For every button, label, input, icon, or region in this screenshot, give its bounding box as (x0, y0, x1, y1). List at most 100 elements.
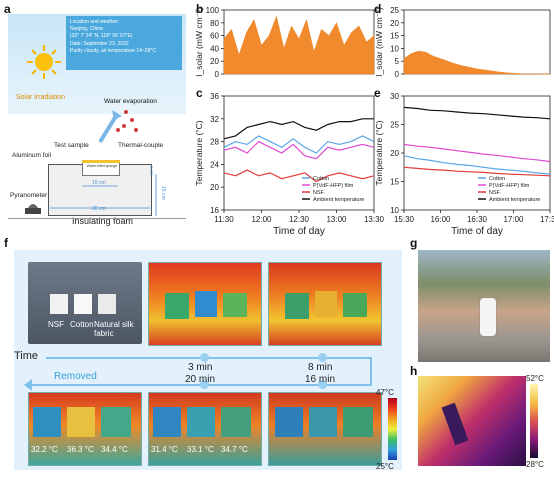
y-tick-label: 20 (210, 183, 219, 192)
thermal-blob (101, 407, 131, 437)
sponge-label: Water-filled sponge (86, 164, 118, 168)
panel-label-f: f (4, 236, 8, 250)
dimension-lines (50, 174, 157, 216)
temp-silk-2: 34.7 °C (221, 445, 248, 454)
x-axis-label: Time of day (273, 226, 325, 236)
dim-30cm: 30 cm (92, 206, 106, 212)
scale-f-max: 47°C (376, 388, 394, 397)
y-tick-label: 20 (390, 149, 399, 158)
time-axis-line (46, 357, 372, 359)
thermal-image-20min: 31.4 °C 33.1 °C 34.7 °C (148, 392, 262, 466)
thermal-blob (67, 407, 95, 437)
chart-d: 0 5 10 15 20 25 I_solar (mW cm⁻²) (374, 6, 551, 79)
dim-10cm: 10 cm (92, 180, 106, 186)
y-tick-label: 20 (210, 57, 219, 66)
panel-label-d: d (374, 2, 382, 16)
thermal-blob (315, 291, 337, 317)
y-tick-label: 100 (206, 6, 220, 15)
thermal-image-8min (268, 262, 382, 346)
wrist-thermal-sample (441, 402, 469, 446)
panel-a: Location and weather: Nanjing, China (32… (8, 14, 186, 232)
y-tick-label: 36 (210, 92, 219, 101)
legend-label: P(VdF-HFP) film (489, 183, 530, 189)
solar-irradiation-label: Solar irradiation (16, 94, 66, 101)
panel-label-a: a (4, 2, 11, 16)
series-line (403, 155, 551, 175)
water-evaporation-label: Water evaporation (104, 98, 157, 105)
legend-label: Ambient temperature (489, 197, 540, 203)
series-line (403, 166, 551, 177)
legend-label: NSF (313, 190, 325, 196)
y-tick-label: 10 (390, 44, 399, 53)
series-line (223, 135, 375, 154)
time-dot-1 (200, 353, 209, 362)
panel-label-g: g (410, 236, 418, 250)
info-line: (32° 7' 24" N, 118° 56' 57"E) (70, 33, 133, 40)
thermal-blob (221, 407, 251, 437)
test-sample-label: Test sample (54, 142, 89, 149)
y-tick-label: 15 (390, 178, 399, 187)
x-tick-label: 11:30 (214, 215, 234, 224)
y-tick-label: 20 (390, 19, 399, 28)
thermal-blob (343, 407, 373, 437)
y-tick-label: 15 (390, 32, 399, 41)
thermal-blob (343, 293, 367, 317)
y-tick-label: 80 (210, 19, 219, 28)
time-label: Time (14, 350, 39, 362)
thermal-blob (33, 407, 61, 437)
solar-irradiance-area (403, 50, 551, 75)
x-tick-label: 12:30 (289, 215, 310, 224)
temp-cotton-1: 36.3 °C (67, 445, 94, 454)
y-tick-label: 30 (390, 92, 399, 101)
wrist-thermal-image (418, 376, 526, 466)
time-3min: 3 min (188, 362, 213, 373)
time-dot-4 (318, 380, 327, 389)
color-scale-h (530, 384, 538, 458)
scale-f-min: 25°C (376, 462, 394, 471)
y-axis-label: Temperature (°C) (374, 120, 384, 185)
y-tick-label: 60 (210, 32, 219, 41)
time-dot-3 (200, 380, 209, 389)
chart-c: 16 20 24 28 32 36 Temperature (°C) 11:30 12:00 12… (194, 92, 385, 236)
x-tick-label: 12:00 (251, 215, 272, 224)
info-line: Nanjing, China (70, 26, 103, 33)
thermal-image-3min (148, 262, 262, 346)
cotton-sample (74, 294, 92, 314)
panel-label-b: b (196, 2, 204, 16)
nsf-photo-label: NSF (48, 320, 64, 329)
x-tick-label: 13:00 (326, 215, 347, 224)
removed-arrow-icon (24, 379, 32, 391)
insulating-foam-label: Insulating foam (72, 216, 134, 226)
y-tick-label: 0 (395, 70, 400, 79)
scale-h-max: 52°C (526, 374, 544, 383)
weather-info-box: Location and weather: Nanjing, China (32… (66, 16, 182, 70)
time-20min: 20 min (185, 374, 216, 385)
series-line (223, 118, 374, 140)
info-line: Partly cloudy, air temperature 14~28°C (70, 47, 156, 54)
y-axis-label: I_solar (mW cm⁻²) (374, 7, 384, 77)
y-axis-label: Temperature (°C) (194, 120, 204, 185)
panel-label-e: e (374, 86, 381, 100)
x-tick-label: 16:00 (430, 215, 451, 224)
thermal-blob (153, 407, 181, 437)
nsf-sample (50, 294, 68, 314)
x-tick-label: 15:30 (394, 215, 415, 224)
y-tick-label: 25 (390, 6, 399, 15)
info-line: Date: September 23, 2022 (70, 40, 129, 47)
y-tick-label: 10 (390, 206, 399, 215)
panel-label-c: c (196, 86, 203, 100)
legend-label: P(VdF-HFP) film (313, 183, 354, 189)
x-tick-label: 16:30 (467, 215, 488, 224)
y-axis-label: I_solar (mW cm⁻²) (194, 7, 204, 77)
solar-irradiance-area (223, 15, 375, 75)
time-16min: 16 min (305, 374, 336, 385)
ground-line (8, 218, 186, 219)
y-tick-label: 28 (210, 138, 219, 147)
thermal-blob (165, 293, 189, 319)
panel-label-h: h (410, 364, 418, 378)
y-tick-label: 25 (390, 121, 399, 130)
legend-label: Cotton (313, 176, 329, 182)
cotton-photo-label: Cotton (70, 320, 94, 329)
pyranometer-label: Pyranometer (10, 192, 48, 199)
